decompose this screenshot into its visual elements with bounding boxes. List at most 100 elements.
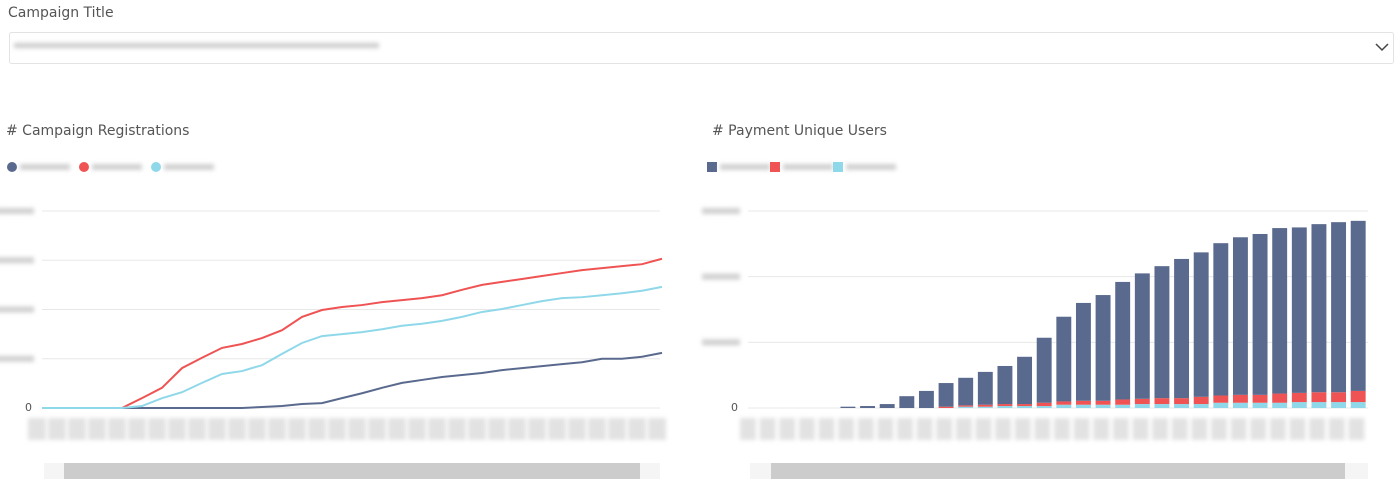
line (42, 285, 663, 409)
x-tick-label-blurred (188, 418, 206, 440)
bar-segment (1252, 402, 1268, 408)
bar-segment (1017, 356, 1033, 405)
x-tick-label-blurred (779, 418, 796, 440)
bar-segment (1213, 402, 1229, 408)
filter-label: Campaign Title (8, 5, 114, 21)
x-tick-label-blurred (268, 418, 286, 440)
bar-segment (1075, 404, 1091, 408)
x-tick-label-blurred (428, 418, 446, 440)
scroll-thumb[interactable] (64, 463, 640, 479)
x-tick-label-blurred (1269, 418, 1286, 440)
bar-segment (1174, 398, 1190, 405)
x-tick-label-blurred (1191, 418, 1208, 440)
bar-segment (977, 406, 993, 408)
x-tick-label-blurred (1328, 418, 1345, 440)
y-tick-label-blurred (702, 273, 740, 280)
x-tick-label-blurred (955, 418, 972, 440)
x-tick-label-blurred (468, 418, 486, 440)
bar-segment (1154, 266, 1170, 399)
bar-segment (1291, 227, 1307, 393)
x-tick-label-blurred (288, 418, 306, 440)
bar-segment (997, 404, 1013, 407)
x-tick-label-blurred (88, 418, 106, 440)
x-tick-label-blurred (528, 418, 546, 440)
bar-segment (1350, 220, 1366, 391)
x-tick-label-blurred (408, 418, 426, 440)
x-tick-label-blurred (897, 418, 913, 440)
dropdown-arrow[interactable] (1375, 43, 1389, 52)
x-tick-label-blurred (1171, 418, 1188, 440)
x-tick-label-blurred (508, 418, 526, 440)
campaign-select[interactable] (9, 32, 1394, 64)
bar-segment (1154, 398, 1170, 405)
bar-segment (1311, 224, 1327, 393)
bar-segment (1095, 400, 1111, 405)
y-tick-label-blurred (0, 208, 34, 214)
x-tick-label-blurred (168, 418, 186, 440)
bar-segment (1056, 401, 1072, 405)
bar-segment (1017, 404, 1033, 407)
legend-marker (7, 162, 17, 172)
bar-segment (1291, 392, 1307, 403)
bar-segment (1095, 295, 1111, 401)
legend-label-blurred (92, 164, 142, 170)
x-tick-label-blurred (568, 418, 586, 440)
x-tick-label-blurred (368, 418, 386, 440)
x-tick-label-blurred (28, 418, 46, 440)
chart-title: # Campaign Registrations (6, 123, 189, 139)
legend-label-blurred (164, 164, 214, 170)
x-tick-label-blurred (857, 418, 874, 440)
bar-segment (1193, 396, 1209, 405)
y-tick-label: 0 (25, 401, 32, 414)
bar-segment (977, 371, 993, 405)
bar-segment (1311, 402, 1327, 408)
x-tick-label-blurred (548, 418, 566, 440)
bar-segment (899, 396, 915, 408)
x-tick-label-blurred (877, 418, 894, 440)
bar-segment (997, 406, 1013, 408)
bar-segment (1350, 390, 1366, 403)
bar-segment (1174, 404, 1190, 408)
bar-segment (1272, 228, 1288, 394)
x-tick-label-blurred (995, 418, 1012, 440)
scroll-thumb[interactable] (771, 463, 1345, 479)
x-tick-label-blurred (1132, 418, 1149, 440)
bar-segment (1331, 392, 1347, 403)
bar-segment (860, 406, 876, 408)
x-tick-label-blurred (818, 418, 835, 440)
x-tick-label-blurred (1230, 418, 1247, 440)
x-tick-label-blurred (248, 418, 266, 440)
y-tick-label-blurred (702, 339, 740, 346)
legend-marker (707, 162, 717, 172)
x-tick-label-blurred (936, 418, 953, 440)
bar-segment (997, 365, 1013, 405)
bar-segment (879, 404, 895, 408)
bar-segment (1232, 394, 1248, 403)
bar-segment (1193, 252, 1209, 397)
x-tick-label-blurred (628, 418, 646, 440)
x-tick-label-blurred (1034, 418, 1051, 440)
bar-segment (958, 377, 974, 406)
x-tick-label-blurred (740, 418, 756, 440)
bar-segment (1350, 402, 1366, 408)
legend-label-blurred (783, 164, 833, 170)
x-tick-label-blurred (448, 418, 466, 440)
y-tick-label-blurred (0, 355, 34, 362)
bar-segment (1193, 404, 1209, 408)
bar-segment (1075, 400, 1091, 405)
legend-label-blurred (20, 164, 70, 170)
x-tick-label-blurred (108, 418, 126, 440)
x-tick-label-blurred (48, 418, 66, 440)
y-tick-label: 0 (731, 401, 738, 414)
bar-segment (1036, 406, 1052, 408)
x-tick-label-blurred (1073, 418, 1090, 440)
bar-segment (1213, 243, 1229, 396)
bar-segment (1291, 402, 1307, 408)
x-tick-label-blurred (975, 418, 992, 440)
bar-segment (1017, 406, 1033, 408)
x-tick-label-blurred (1112, 418, 1129, 440)
x-tick-label-blurred (1093, 418, 1110, 440)
bar-segment (958, 406, 974, 408)
x-tick-label-blurred (759, 418, 776, 440)
